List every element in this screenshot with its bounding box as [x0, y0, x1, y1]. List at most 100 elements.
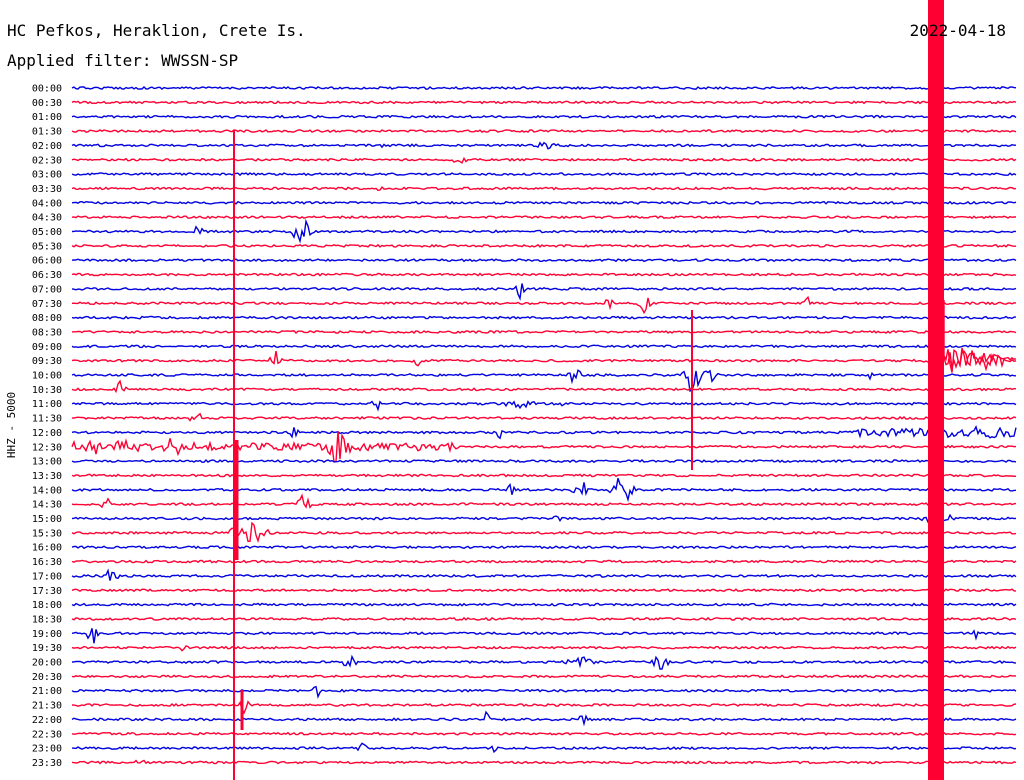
- trace-line: [71, 568, 1017, 581]
- time-tick-label: 20:00: [32, 658, 62, 669]
- trace-line: [71, 545, 1017, 550]
- trace-line: [71, 156, 1017, 164]
- trace-line: [71, 412, 1017, 422]
- time-tick-label: 01:00: [32, 112, 62, 123]
- time-tick-label: 09:30: [32, 356, 62, 367]
- time-tick-label: 07:30: [32, 299, 62, 310]
- time-tick-label: 22:00: [32, 715, 62, 726]
- trace-line: [71, 731, 1017, 736]
- trace-line: [71, 329, 1017, 334]
- time-tick-label: 09:00: [32, 342, 62, 353]
- trace-line: [71, 424, 1017, 440]
- quake-band: [928, 0, 944, 780]
- trace-line: [71, 141, 1016, 150]
- trace-line: [71, 200, 1017, 205]
- time-tick-label: 10:00: [32, 371, 62, 382]
- trace-line: [71, 272, 1017, 277]
- time-tick-label: 12:00: [32, 428, 62, 439]
- time-tick-label: 21:00: [32, 686, 62, 697]
- time-tick-label: 04:00: [32, 198, 62, 209]
- time-tick-label: 08:00: [32, 313, 62, 324]
- time-tick-label: 22:30: [32, 729, 62, 740]
- trace-line: [71, 742, 1017, 754]
- trace-line: [71, 674, 1016, 679]
- time-tick-label: 04:30: [32, 213, 62, 224]
- time-tick-label: 02:00: [32, 141, 62, 152]
- filter-subtitle: Applied filter: WWSSN-SP: [7, 51, 239, 70]
- trace-line: [71, 511, 1017, 529]
- trace-line: [71, 344, 1017, 349]
- trace-line: [71, 258, 1017, 263]
- time-tick-label: 16:30: [32, 557, 62, 568]
- time-tick-labels: 00:00 00:30 01:00 01:30 02:00 02:30 03:00 03:30…: [32, 84, 62, 769]
- trace-line: [71, 114, 1017, 119]
- time-tick-label: 11:30: [32, 414, 62, 425]
- time-tick-label: 12:30: [32, 442, 62, 453]
- trace-line: [71, 283, 1017, 301]
- time-tick-label: 14:00: [32, 485, 62, 496]
- time-tick-label: 11:00: [32, 399, 62, 410]
- time-tick-label: 07:00: [32, 284, 62, 295]
- time-tick-label: 13:00: [32, 457, 62, 468]
- time-tick-label: 17:00: [32, 571, 62, 582]
- time-tick-label: 23:00: [32, 744, 62, 755]
- trace-line: [71, 186, 1017, 192]
- time-tick-label: 03:30: [32, 184, 62, 195]
- trace-line: [71, 616, 1017, 621]
- time-tick-label: 02:30: [32, 155, 62, 166]
- date-label: 2022-04-18: [909, 21, 1006, 40]
- trace-line: [71, 431, 1017, 463]
- trace-line: [71, 700, 1017, 715]
- trace-line: [71, 473, 1017, 478]
- y-axis-label: HHZ - 5000: [5, 392, 18, 458]
- trace-line: [71, 685, 1017, 699]
- trace-line: [71, 86, 1017, 91]
- time-tick-label: 19:30: [32, 643, 62, 654]
- time-tick-label: 15:30: [32, 528, 62, 539]
- trace-line: [71, 759, 1017, 765]
- trace-line: [71, 129, 1017, 133]
- time-tick-label: 06:30: [32, 270, 62, 281]
- trace-line: [71, 347, 1017, 372]
- trace-line: [71, 477, 1017, 503]
- time-tick-label: 06:00: [32, 256, 62, 267]
- trace-line: [71, 379, 1017, 394]
- time-tick-label: 05:30: [32, 241, 62, 252]
- time-tick-label: 18:00: [32, 600, 62, 611]
- trace-line: [71, 243, 1016, 248]
- trace-line: [71, 295, 1017, 315]
- trace-line: [71, 645, 1017, 652]
- trace-line: [71, 315, 1016, 320]
- trace-line: [71, 458, 1017, 464]
- trace-line: [71, 400, 1017, 412]
- trace-line: [71, 521, 1017, 544]
- time-tick-label: 10:30: [32, 385, 62, 396]
- time-tick-label: 00:30: [32, 98, 62, 109]
- trace-line: [71, 493, 1017, 509]
- trace-line: [71, 369, 1017, 393]
- trace-line: [71, 628, 1017, 644]
- time-tick-label: 08:30: [32, 327, 62, 338]
- trace-line: [71, 172, 1017, 177]
- time-tick-label: 01:30: [32, 127, 62, 138]
- trace-line: [71, 559, 1017, 564]
- station-title: HC Pefkos, Heraklion, Crete Is.: [7, 21, 306, 40]
- time-tick-label: 20:30: [32, 672, 62, 683]
- time-tick-label: 17:30: [32, 586, 62, 597]
- trace-line: [71, 218, 1017, 244]
- quake-coda: [943, 300, 1017, 373]
- time-tick-label: 16:00: [32, 543, 62, 554]
- time-tick-label: 03:00: [32, 170, 62, 181]
- time-tick-label: 19:00: [32, 629, 62, 640]
- time-tick-label: 21:30: [32, 701, 62, 712]
- time-tick-label: 13:30: [32, 471, 62, 482]
- trace-line: [71, 710, 1017, 727]
- time-tick-label: 23:30: [32, 758, 62, 769]
- trace-group: [71, 0, 1017, 780]
- trace-line: [71, 100, 1017, 105]
- time-tick-label: 18:30: [32, 614, 62, 625]
- trace-line: [71, 585, 1017, 596]
- trace-line: [71, 602, 1017, 607]
- time-tick-label: 05:00: [32, 227, 62, 238]
